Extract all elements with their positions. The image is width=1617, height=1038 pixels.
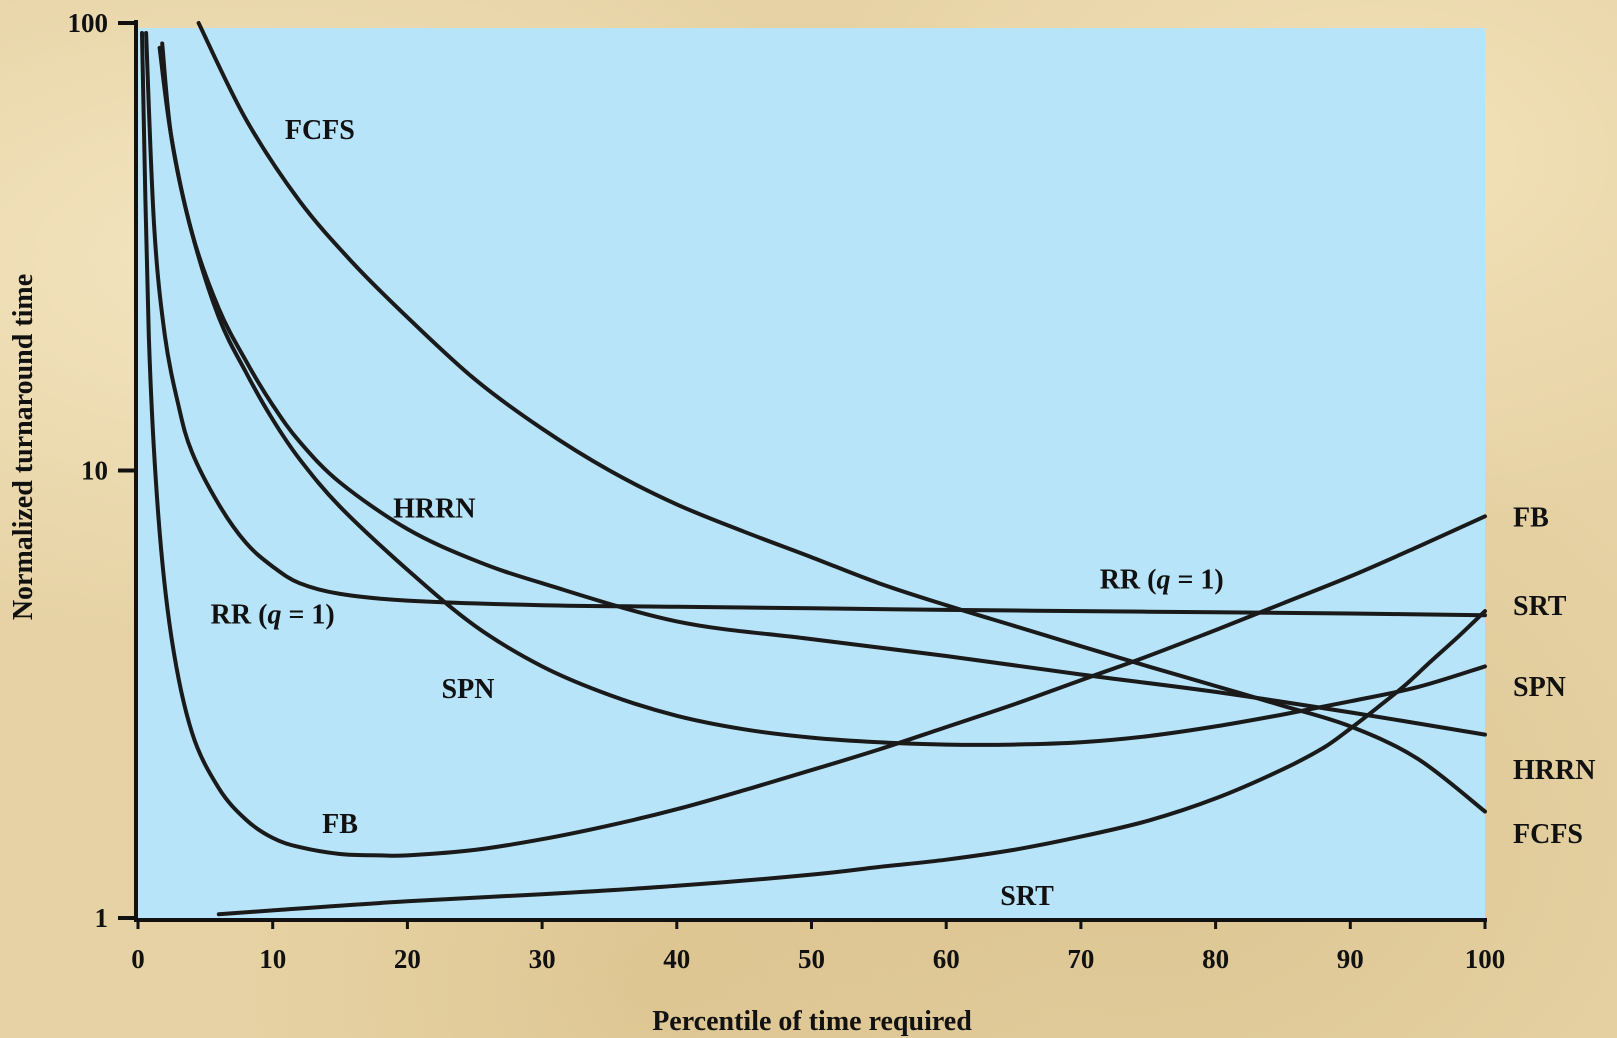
series-line-srt [216, 609, 1487, 917]
x-axis-title: Percentile of time required [652, 1006, 972, 1037]
x-tick-label: 70 [1067, 944, 1094, 974]
curve-label-srt: SRT [1000, 881, 1054, 912]
plot-area [138, 28, 1485, 918]
series-line-rr-q-1 [144, 31, 1487, 618]
curve-label-rr-q-1: RR (q = 1) [1100, 564, 1224, 595]
x-tick-label: 60 [933, 944, 960, 974]
x-tick-label: 40 [663, 944, 690, 974]
curve-label-fcfs: FCFS [285, 115, 355, 146]
legend: FB SRT SPN HRRN FCFS [1513, 502, 1595, 850]
y-tick-label: 1 [95, 903, 109, 933]
legend-label-fcfs: FCFS [1513, 819, 1583, 850]
y-tick-label: 10 [81, 456, 108, 486]
series-layer [140, 21, 1487, 917]
x-tick-label: 10 [259, 944, 286, 974]
legend-label-fb: FB [1513, 502, 1549, 533]
legend-label-hrrn: HRRN [1513, 755, 1595, 786]
x-tick-label: 0 [131, 944, 145, 974]
x-tick-label: 100 [1465, 944, 1506, 974]
y-tick-label: 100 [68, 8, 109, 38]
annotation-layer: FCFS HRRN RR (q = 1) SPN FB SRT RR (q = 1) [211, 115, 1224, 912]
x-tick-label: 50 [798, 944, 825, 974]
legend-label-srt: SRT [1513, 591, 1567, 622]
x-tick-label: 20 [394, 944, 421, 974]
curve-label-fb: FB [322, 809, 358, 840]
series-line-hrrn [157, 45, 1487, 737]
curve-label-rr-q-1: RR (q = 1) [211, 600, 335, 631]
curve-label-hrrn: HRRN [393, 494, 475, 525]
curve-label-spn: SPN [442, 674, 495, 705]
y-axis-title: Normalized turnaround time [8, 274, 39, 620]
x-tick-label: 90 [1337, 944, 1364, 974]
x-tick-label: 30 [529, 944, 556, 974]
x-tick-label: 80 [1202, 944, 1229, 974]
legend-label-spn: SPN [1513, 672, 1566, 703]
series-line-spn [160, 41, 1487, 747]
series-line-fb [140, 31, 1487, 858]
